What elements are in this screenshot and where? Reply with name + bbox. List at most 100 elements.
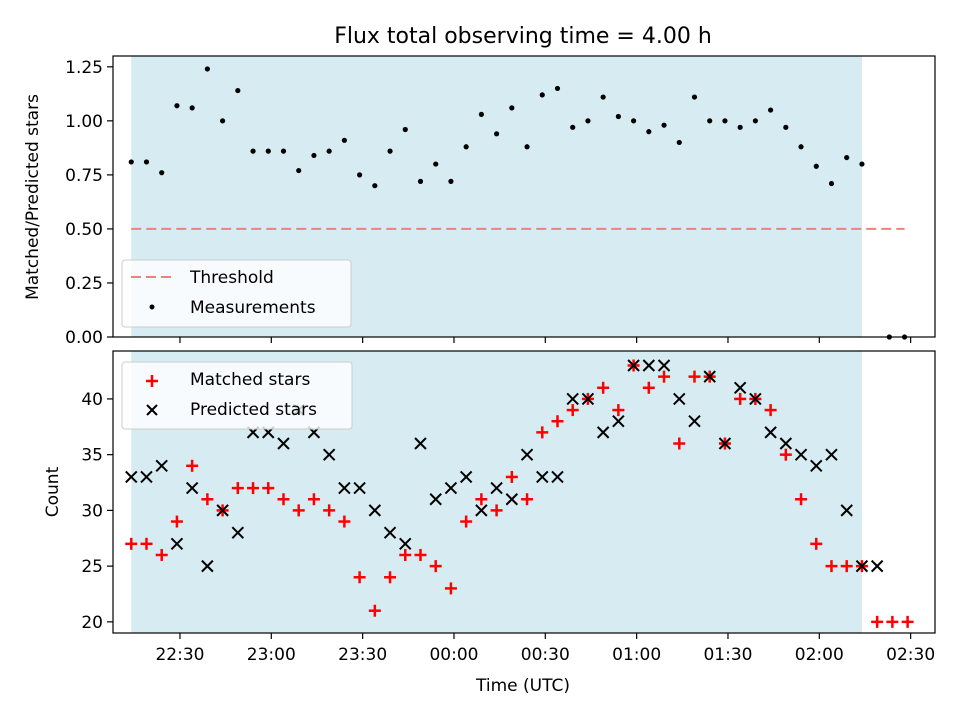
predicted-star-point [551, 470, 564, 484]
legend-measurements-label: Measurements [190, 298, 316, 318]
count-y-tick-label: 40 [81, 390, 103, 410]
ratio-y-tick-label: 0.75 [65, 166, 103, 186]
count-x-tick-label: 00:30 [521, 645, 570, 665]
matched-star-point [886, 615, 899, 628]
measurement-point [417, 178, 424, 184]
predicted-star-point [840, 504, 853, 517]
matched-star-point [490, 504, 503, 517]
matched-star-point [840, 560, 853, 573]
measurement-point [265, 148, 271, 154]
measurement-point [280, 148, 287, 154]
predicted-star-point [642, 359, 656, 372]
predicted-stars-series [125, 359, 884, 573]
predicted-star-point [170, 537, 184, 551]
matched-stars-series [125, 359, 914, 628]
predicted-star-point [612, 415, 625, 428]
matched-star-point [307, 493, 320, 506]
ratio-y-axis: 0.00 0.25 0.50 0.75 1.00 1.25 [65, 58, 113, 348]
matched-star-point [429, 560, 442, 573]
measurement-point [722, 118, 728, 124]
legend-predicted-swatch [146, 404, 158, 416]
measurement-point [585, 118, 591, 124]
predicted-star-point [703, 370, 716, 383]
predicted-star-point [414, 437, 427, 450]
measurement-point [311, 152, 317, 159]
x-axis-label: Time (UTC) [475, 676, 570, 696]
measurement-point [128, 159, 134, 165]
measurement-point [250, 148, 256, 154]
measurement-point [631, 118, 637, 124]
predicted-star-point [810, 459, 823, 473]
ratio-panel: 0.00 0.25 0.50 0.75 1.00 1.25 Matched/Predict… [23, 55, 936, 348]
ratio-y-axis-label: Matched/Predicted stars [23, 94, 43, 300]
predicted-star-point [322, 448, 336, 461]
matched-star-point [201, 493, 214, 506]
predicted-star-point [444, 481, 458, 495]
predicted-star-point [185, 481, 199, 495]
matched-star-point [734, 392, 747, 405]
predicted-star-point [581, 392, 595, 406]
ratio-y-tick-label: 0.00 [65, 328, 103, 348]
measurement-point [768, 107, 774, 113]
measurement-point [828, 180, 835, 187]
measurement-point [844, 154, 850, 161]
measurement-point [402, 126, 408, 133]
count-x-tick-label: 02:30 [886, 645, 935, 665]
count-x-tick-label: 01:30 [703, 645, 752, 665]
predicted-star-point [216, 504, 229, 517]
legend-threshold-label: Threshold [189, 268, 274, 288]
predicted-star-point [125, 470, 138, 484]
matched-star-point [414, 548, 427, 561]
count-y-axis-label: Count [43, 466, 63, 517]
matched-star-point [384, 571, 397, 584]
predicted-star-point [201, 559, 214, 573]
count-y-tick-label: 25 [81, 557, 103, 577]
predicted-star-point [794, 448, 808, 461]
ratio-x-axis [179, 337, 912, 343]
predicted-star-point [536, 470, 549, 484]
measurement-point [204, 66, 210, 72]
predicted-star-point [368, 504, 382, 517]
matched-star-point [673, 437, 686, 450]
predicted-star-point [855, 559, 869, 573]
count-y-axis: 20 25 30 35 40 [81, 390, 113, 633]
measurement-point [524, 144, 530, 150]
matched-star-point [155, 548, 168, 561]
matched-star-point [688, 370, 701, 383]
measurement-point [707, 118, 713, 124]
legend-matched-swatch [146, 375, 158, 387]
predicted-star-point [459, 470, 473, 484]
predicted-star-point [870, 559, 884, 573]
predicted-star-point [429, 493, 442, 506]
count-y-tick-label: 20 [81, 613, 103, 633]
ratio-legend: Threshold Measurements [121, 259, 352, 328]
measurement-point [737, 124, 743, 130]
predicted-star-point [673, 392, 686, 406]
matched-star-point [901, 615, 914, 628]
matched-star-point [566, 404, 579, 417]
matched-star-point [170, 515, 183, 528]
matched-star-point [247, 482, 260, 495]
matched-star-point [871, 615, 884, 628]
measurement-point [372, 183, 378, 189]
measurement-point [798, 144, 804, 150]
ratio-axes-frame [112, 55, 936, 338]
matched-star-point [353, 571, 366, 584]
measurement-point [448, 178, 454, 184]
measurement-point [691, 94, 698, 100]
matched-star-point [231, 482, 244, 495]
ratio-measurements-series [128, 66, 908, 340]
matched-star-point [795, 493, 808, 506]
measurement-point [220, 118, 226, 124]
count-x-axis: 22:30 23:00 23:30 00:00 00:30 01:00 01:30 02:00… [155, 633, 935, 665]
measurement-point [600, 94, 606, 100]
matched-star-point [810, 537, 823, 550]
matched-star-point [505, 470, 518, 483]
predicted-star-point [140, 470, 153, 484]
predicted-star-point [338, 481, 351, 495]
matched-star-point [323, 504, 336, 517]
measurement-point [554, 85, 561, 92]
matched-star-point [825, 560, 838, 573]
measurement-point [341, 137, 347, 143]
